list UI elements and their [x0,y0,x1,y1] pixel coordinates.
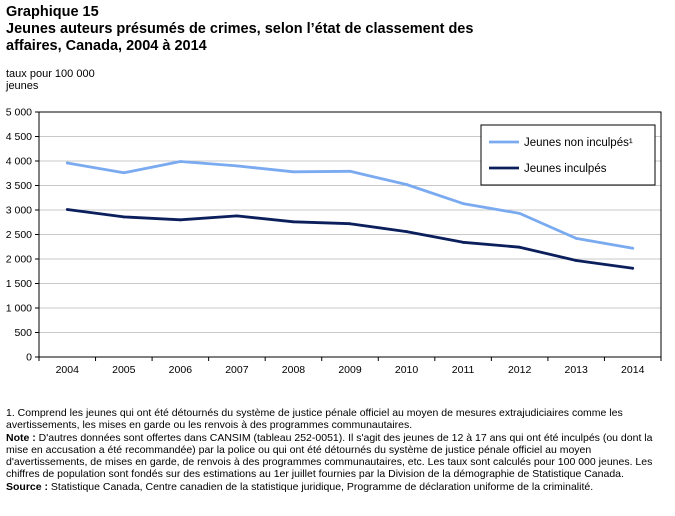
x-tick-label: 2014 [621,364,645,376]
y-axis-unit-label: taux pour 100 000 jeunes [6,68,95,92]
x-tick-label: 2007 [225,364,249,376]
y-tick-label: 5 000 [6,107,32,119]
data-point [518,212,522,215]
x-tick-label: 2008 [282,364,306,376]
data-point [631,266,635,270]
y-tick-label: 4 500 [6,131,32,143]
data-point [178,160,182,163]
legend-label-0: Jeunes non inculpés¹ [524,137,633,149]
data-point [348,222,352,226]
note-label: Note : [6,431,36,444]
x-tick-label: 2010 [395,364,419,376]
data-point [65,161,69,165]
y-tick-label: 4 000 [6,156,32,168]
x-tick-label: 2006 [169,364,193,376]
data-point [122,171,126,175]
y-tick-labels: 0 500 1 000 1 500 2 000 2 500 3 000 3 500 4 000 4… [6,107,39,364]
legend: Jeunes non inculpés¹ Jeunes inculpés [480,124,656,186]
data-point [461,202,465,206]
data-point [235,164,239,168]
y-axis-unit-line2: jeunes [6,80,39,92]
legend-label-1: Jeunes inculpés [524,163,607,175]
x-tick-label: 2004 [56,364,80,376]
x-tick-labels: 2004 2005 2006 2007 2008 2009 2010 2011 2012 2013… [38,357,662,376]
series-layer [65,160,635,270]
data-point [292,170,295,174]
data-point [461,240,465,244]
data-point [235,214,239,218]
x-tick-label: 2011 [452,364,475,376]
x-tick-label: 2012 [508,364,532,376]
chart-title-line1: Jeunes auteurs présumés de crimes, selon… [6,21,474,37]
source-paragraph: Source : Statistique Canada, Centre cana… [6,481,666,493]
note-text: D'autres données sont offertes dans CANS… [6,431,653,481]
legend-box [480,124,656,186]
data-point [574,259,578,262]
data-point [178,218,182,222]
data-point [405,183,408,186]
source-label: Source : [6,480,49,493]
data-point [65,208,69,211]
x-tick-label: 2009 [338,364,362,376]
data-point [292,220,295,224]
x-tick-label: 2013 [565,364,589,376]
data-point [348,169,352,173]
chart-title-block: Graphique 15 Jeunes auteurs présumés de … [6,4,646,55]
footnote-1: 1. Comprend les jeunes qui ont été détou… [6,407,623,432]
footnotes: 1. Comprend les jeunes qui ont été détou… [6,407,666,493]
y-tick-label: 3 000 [6,205,32,217]
data-point [405,230,408,233]
y-tick-label: 1 500 [6,278,32,290]
data-point [574,237,578,240]
source-text: Statistique Canada, Centre canadien de l… [48,480,594,493]
data-point [122,215,126,219]
y-tick-label: 2 000 [6,254,32,266]
grid-layer [39,136,661,333]
y-tick-label: 0 [26,352,32,364]
data-point [518,245,522,249]
note-paragraph: Note : D'autres données sont offertes da… [6,432,666,481]
y-tick-label: 1 000 [6,303,32,315]
line-chart: 0 500 1 000 1 500 2 000 2 500 3 000 3 500 4 000 4… [6,107,662,376]
y-tick-label: 2 500 [6,229,32,241]
chart-title-line2: affaires, Canada, 2004 à 2014 [6,38,207,54]
data-point [631,246,635,250]
graph-label: Graphique 15 [6,4,99,20]
y-tick-label: 500 [14,327,32,339]
y-axis-unit-line1: taux pour 100 000 [6,68,95,80]
x-tick-label: 2005 [112,364,136,376]
y-tick-label: 3 500 [6,180,32,192]
